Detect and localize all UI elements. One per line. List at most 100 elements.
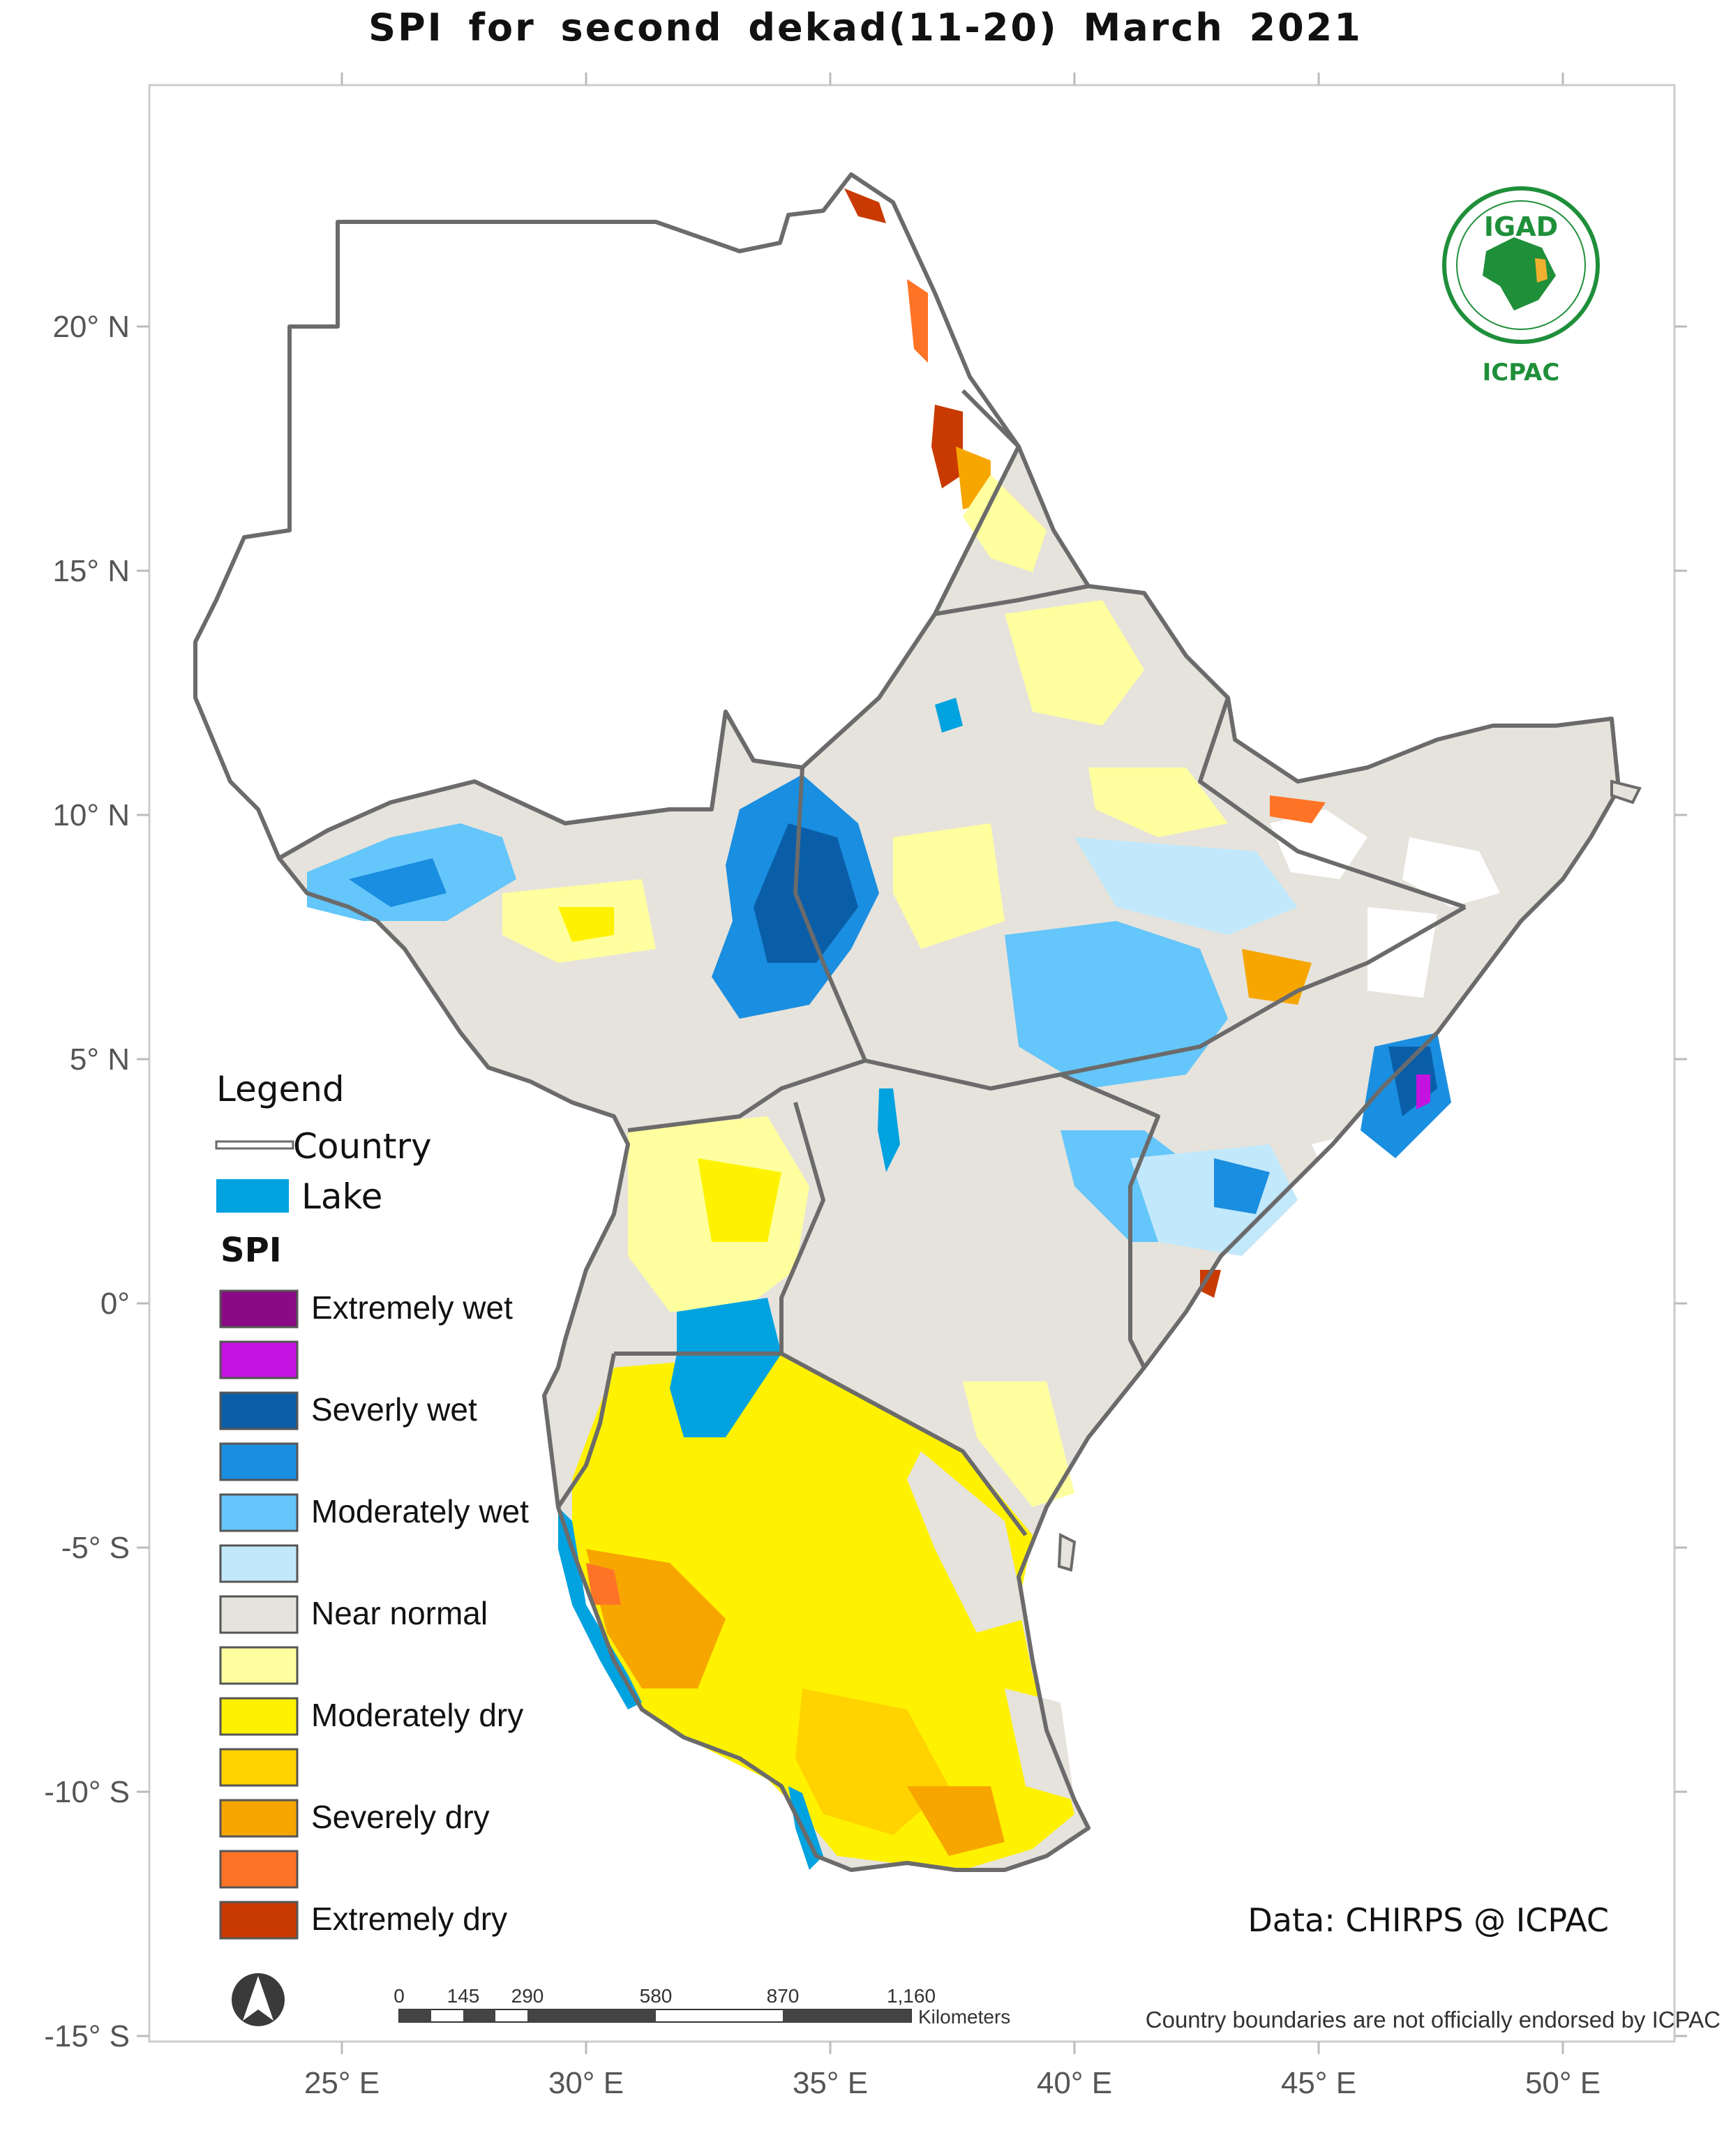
eritrea-extreme-dry <box>931 405 963 488</box>
x-tick-label: 30° E <box>548 2066 624 2100</box>
x-tick: 50° E <box>1525 73 1601 2100</box>
scale-label: 580 <box>640 1985 673 2007</box>
x-tick-label: 35° E <box>793 2066 868 2100</box>
x-tick-label: 25° E <box>304 2066 380 2100</box>
eritrea-dry <box>963 474 1047 572</box>
somalia-no-data <box>1312 1130 1388 1207</box>
somalia-extreme-wet <box>1416 1075 1430 1109</box>
spi-class-swatch <box>219 1289 299 1328</box>
spi-class-item <box>219 1442 299 1481</box>
map-title: SPI for second dekad(11-20) March 2021 <box>368 6 1363 50</box>
sudan-red-sea-dry <box>844 188 886 223</box>
y-tick: -10° S <box>44 1775 1687 1809</box>
legend-country: Country <box>215 1126 432 1167</box>
scale-label: 870 <box>767 1985 800 2007</box>
x-tick-label: 45° E <box>1281 2066 1356 2100</box>
legend-country-label: Country <box>293 1126 432 1167</box>
ethiopia-dry <box>893 823 1005 949</box>
tanzania-near-normal <box>907 1451 1026 1633</box>
somalia-no-data <box>1367 907 1437 998</box>
map-area <box>193 172 1642 1872</box>
spi-class-item: Severly wet <box>219 1391 477 1430</box>
somalia-no-data <box>1270 809 1367 879</box>
tanzania-severe-dry <box>795 1689 949 1835</box>
y-tick-label: -15° S <box>44 2019 130 2053</box>
y-axis: 20° N 15° N 10° N 5° N 0° -5° S -10° S <box>44 310 1687 2053</box>
spi-class-swatch <box>219 1901 299 1940</box>
spi-class-swatch <box>219 1697 299 1736</box>
spi-classes: Extremely wet Severly wet Moderately wet Ne… <box>219 1289 529 1940</box>
spi-class-label: Moderately dry <box>311 1697 523 1733</box>
scale-label: 145 <box>447 1985 480 2007</box>
spi-class-swatch <box>219 1799 299 1838</box>
ethiopia-wet-light <box>1074 837 1298 935</box>
scale-label: 1,160 <box>887 1985 936 2007</box>
x-tick: 30° E <box>548 73 624 2100</box>
kenya-extreme-dry <box>1200 1270 1221 1298</box>
disclaimer: Country boundaries are not officially en… <box>1146 2007 1721 2033</box>
spi-class-item: Extremely dry <box>219 1901 507 1940</box>
socotra-island <box>1610 779 1642 804</box>
ethiopia-dry <box>1005 600 1144 726</box>
spi-class-swatch <box>219 1340 299 1379</box>
south-sudan-wet <box>349 858 447 907</box>
y-tick-label: -10° S <box>44 1775 130 1809</box>
tanzania-severe-dry <box>907 1786 1005 1856</box>
spi-class-item <box>219 1340 299 1379</box>
kenya-dry-area <box>963 1382 1074 1507</box>
spi-class-swatch <box>219 1850 299 1889</box>
spi-class-swatch <box>219 1391 299 1430</box>
y-tick-label: 15° N <box>52 554 130 588</box>
y-tick: 15° N <box>52 554 1687 588</box>
somalia-severe-wet <box>1388 1047 1437 1116</box>
country-borders <box>277 389 1621 1872</box>
sudan-coast-dry <box>907 279 928 363</box>
scale-label: 290 <box>511 1985 544 2007</box>
north-arrow-icon <box>232 1973 285 2026</box>
spi-class-label: Extremely dry <box>311 1901 507 1937</box>
spi-class-item <box>219 1544 299 1583</box>
spi-class-label: Near normal <box>311 1595 488 1631</box>
legend: Legend Country Lake SPI Extremely wet Sev… <box>215 1069 529 1940</box>
spi-class-item: Moderately wet <box>219 1493 529 1532</box>
tanzania-severe-dry <box>586 1549 726 1689</box>
legend-lake: Lake <box>216 1176 382 1217</box>
tanzania-extreme-dry <box>586 1563 621 1605</box>
lake-victoria <box>670 1298 781 1437</box>
y-tick: -15° S <box>44 2019 1687 2053</box>
data-credit: Data: CHIRPS @ ICPAC <box>1247 1901 1609 1939</box>
y-tick: 20° N <box>52 310 1687 344</box>
ethiopia-dry <box>1088 768 1228 837</box>
spi-class-swatch <box>219 1442 299 1481</box>
y-tick: 10° N <box>52 798 1687 832</box>
x-tick: 25° E <box>304 73 380 2100</box>
spi-class-label: Moderately wet <box>311 1493 529 1529</box>
spi-class-swatch <box>219 1544 299 1583</box>
y-tick: -5° S <box>61 1531 1687 1565</box>
x-tick: 45° E <box>1281 73 1356 2100</box>
y-tick-label: 0° <box>100 1287 130 1321</box>
spi-class-item <box>219 1850 299 1889</box>
logo-top-text: IGAD <box>1484 211 1558 242</box>
spi-class-swatch <box>219 1493 299 1532</box>
spi-heading: SPI <box>220 1231 282 1270</box>
spi-class-label: Extremely wet <box>311 1289 513 1326</box>
scale-label: 0 <box>394 1985 405 2007</box>
y-tick: 5° N <box>70 1042 1687 1077</box>
map-frame <box>148 84 1676 2043</box>
somalia-no-data <box>1402 837 1500 907</box>
x-axis: 25° E 30° E 35° E 40° E 45° E 50° E <box>304 73 1601 2100</box>
spi-class-swatch <box>219 1646 299 1685</box>
lake-tana <box>935 698 963 733</box>
y-tick-label: 5° N <box>70 1042 130 1077</box>
south-sudan-dry <box>558 907 614 942</box>
logo-bottom-text: ICPAC <box>1483 359 1560 387</box>
spi-class-item <box>219 1646 299 1685</box>
x-tick: 35° E <box>793 73 868 2100</box>
scale-bar: 0 145 290 580 870 1,160 Kilometers <box>394 1985 1010 2028</box>
spi-class-item: Severely dry <box>219 1799 490 1838</box>
tanzania-near-normal <box>1005 1689 1074 1800</box>
ethiopia-wet <box>1005 921 1228 1088</box>
somalia-dry <box>1270 795 1326 823</box>
spi-class-swatch <box>219 1595 299 1634</box>
